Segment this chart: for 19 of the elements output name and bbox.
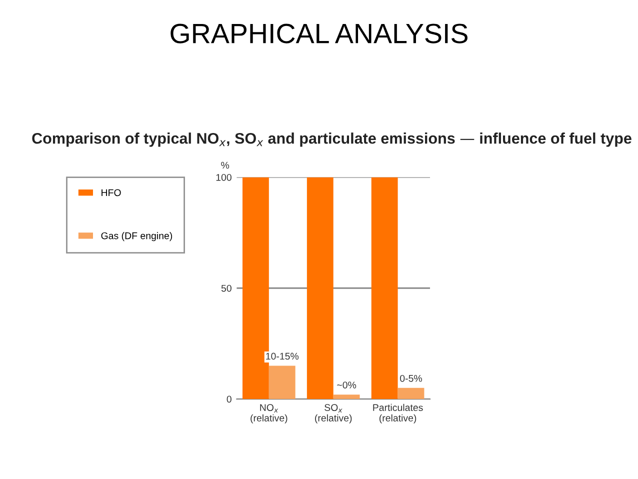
bar bbox=[333, 394, 360, 400]
y-tick-label: 100 bbox=[216, 174, 232, 181]
annotation: 0-5% bbox=[400, 374, 422, 382]
annotation: 10-15% bbox=[266, 352, 299, 360]
x-tick-label: Particulates (relative) bbox=[373, 404, 423, 424]
y-axis-title: % bbox=[221, 162, 230, 169]
x-tick-label: NO$_{x}$ (relative) bbox=[250, 404, 288, 424]
chart-subtitle: Comparison of typical NO$_{x}$, SO$_{x}$ and particulate emissions — influence of fuel type bbox=[32, 132, 632, 147]
annotation: ~0% bbox=[337, 382, 356, 388]
bar bbox=[306, 177, 334, 400]
chart-title: GRAPHICAL ANALYSIS bbox=[170, 24, 468, 44]
bar bbox=[398, 388, 424, 400]
x-tick-label: SO$_{x}$ (relative) bbox=[315, 404, 352, 424]
legend-label: Gas (DF engine) bbox=[101, 232, 172, 242]
bar bbox=[268, 366, 296, 400]
bar bbox=[371, 177, 398, 400]
y-tick-label: 50 bbox=[221, 284, 232, 292]
legend-label: HFO bbox=[102, 189, 121, 196]
y-tick-label: 0 bbox=[226, 396, 232, 403]
